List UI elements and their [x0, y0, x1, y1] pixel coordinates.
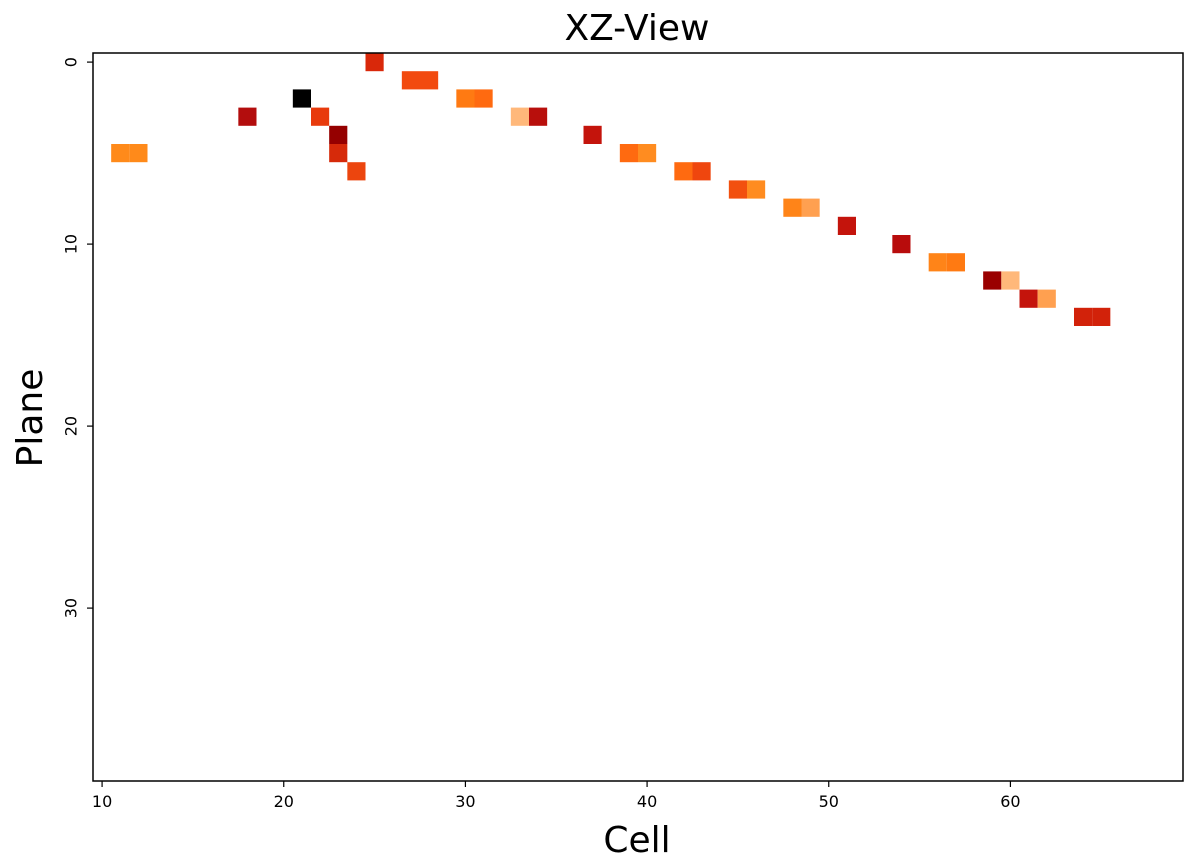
x-tick-label: 30 [455, 792, 475, 811]
heatmap-cell [928, 253, 947, 272]
y-axis-label: Plane [10, 369, 51, 468]
heatmap-cell [583, 125, 602, 144]
heatmap-cell [1019, 289, 1038, 308]
heatmap-cell [311, 107, 330, 126]
heatmap-cell [529, 107, 548, 126]
heatmap-cell [638, 144, 657, 163]
heatmap-cell [510, 107, 529, 126]
y-tick-label: 10 [62, 234, 81, 254]
y-axis: 0 10 20 30 [62, 57, 93, 618]
x-tick-label: 10 [92, 792, 112, 811]
heatmap-cell [129, 144, 148, 163]
heatmap-cell [401, 71, 420, 90]
heatmap-cell [619, 144, 638, 163]
heatmap-cell [674, 162, 693, 181]
heatmap-cell [456, 89, 475, 108]
heatmap-cell [692, 162, 711, 181]
heatmap-cell [747, 180, 766, 199]
heatmap-cell [329, 144, 348, 163]
chart-title: XZ-View [564, 8, 709, 49]
heatmap-cell [728, 180, 747, 199]
heatmap-cells [111, 53, 1111, 326]
heatmap-cell [1092, 307, 1111, 326]
heatmap-cell [837, 216, 856, 235]
heatmap-cell [1037, 289, 1056, 308]
heatmap-cell [238, 107, 257, 126]
x-tick-label: 40 [637, 792, 657, 811]
heatmap-cell [892, 235, 911, 254]
heatmap-cell [347, 162, 366, 181]
x-tick-label: 50 [819, 792, 839, 811]
heatmap-cell [801, 198, 820, 217]
heatmap-cell [329, 125, 348, 144]
x-axis: 10 20 30 40 50 60 [92, 781, 1021, 811]
heatmap-cell [1074, 307, 1093, 326]
heatmap-cell [946, 253, 965, 272]
y-tick-label: 30 [62, 598, 81, 618]
x-axis-label: Cell [603, 820, 670, 861]
plot-frame [92, 52, 1184, 782]
heatmap-cell [783, 198, 802, 217]
heatmap-cell [420, 71, 439, 90]
heatmap-cell [983, 271, 1002, 290]
y-tick-label: 0 [62, 57, 81, 67]
heatmap-cell [365, 53, 384, 72]
heatmap-cell [292, 89, 311, 108]
x-tick-label: 20 [274, 792, 294, 811]
x-tick-label: 60 [1000, 792, 1020, 811]
heatmap-cell [474, 89, 493, 108]
heatmap-cell [111, 144, 130, 163]
y-tick-label: 20 [62, 416, 81, 436]
heatmap-cell [1001, 271, 1020, 290]
